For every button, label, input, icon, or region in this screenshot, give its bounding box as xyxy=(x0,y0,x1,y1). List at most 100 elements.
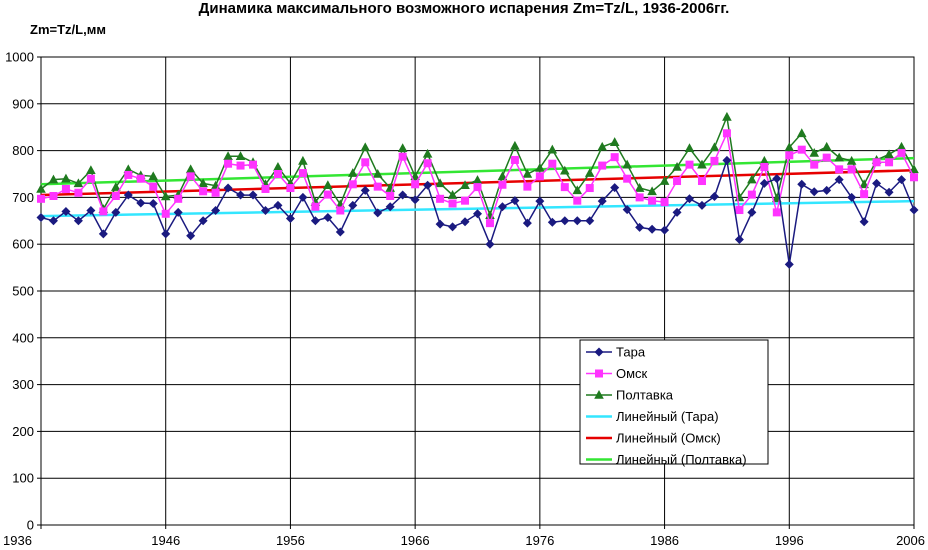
data-point xyxy=(622,159,632,169)
data-point xyxy=(834,175,844,185)
data-point xyxy=(547,217,557,227)
y-tick-label: 600 xyxy=(12,237,34,252)
data-point xyxy=(595,369,603,378)
y-tick-label: 800 xyxy=(12,143,34,158)
data-point xyxy=(485,219,494,228)
data-point xyxy=(248,190,258,200)
data-point xyxy=(74,188,83,197)
data-point xyxy=(660,198,669,207)
legend-box xyxy=(579,339,769,465)
data-point xyxy=(796,128,807,138)
data-point xyxy=(211,188,220,197)
data-point xyxy=(709,191,719,201)
data-point xyxy=(124,170,133,179)
data-point xyxy=(385,202,395,212)
data-point xyxy=(224,159,233,168)
y-tick-label: 300 xyxy=(12,377,34,392)
x-tick-label: 1996 xyxy=(775,533,804,548)
data-point xyxy=(884,187,894,197)
data-point xyxy=(373,182,382,191)
data-point xyxy=(672,161,682,171)
data-point xyxy=(622,205,632,215)
data-point xyxy=(648,196,657,205)
data-point xyxy=(186,172,195,181)
data-point xyxy=(560,165,570,175)
data-point xyxy=(623,174,632,183)
data-point xyxy=(273,161,283,171)
data-point xyxy=(249,160,258,169)
legend-label: Линейный (Тара) xyxy=(616,409,719,424)
data-point xyxy=(235,151,246,161)
data-point xyxy=(810,160,819,169)
data-point xyxy=(598,161,607,170)
x-tick-label: 2006 xyxy=(896,533,925,548)
data-point xyxy=(747,207,757,217)
data-point xyxy=(872,178,882,188)
data-point xyxy=(497,202,507,212)
data-point xyxy=(822,153,831,162)
data-point xyxy=(435,219,445,229)
data-point xyxy=(148,171,159,181)
data-point xyxy=(48,174,59,184)
data-point xyxy=(672,207,682,217)
grid-lines xyxy=(41,56,914,526)
data-point xyxy=(710,156,719,165)
data-point xyxy=(298,169,307,178)
data-point xyxy=(448,222,458,232)
data-point xyxy=(49,191,58,200)
legend-label: Линейный (Полтавка) xyxy=(616,452,747,467)
data-point xyxy=(735,206,744,215)
y-tick-label: 1000 xyxy=(5,50,34,65)
data-point xyxy=(594,390,604,399)
legend-label: Омск xyxy=(616,366,648,381)
data-point xyxy=(885,158,894,167)
x-tick-label: 1956 xyxy=(276,533,305,548)
data-point xyxy=(697,159,707,169)
data-point xyxy=(448,199,457,208)
data-point xyxy=(859,179,869,189)
data-point xyxy=(199,187,208,196)
data-point xyxy=(36,183,46,193)
data-point xyxy=(610,183,620,193)
legend-label: Полтавка xyxy=(616,388,674,403)
series-group xyxy=(36,155,919,269)
data-point xyxy=(273,200,283,210)
data-point xyxy=(136,198,146,208)
data-point xyxy=(360,142,371,152)
data-point xyxy=(784,259,794,269)
trendline xyxy=(40,199,915,218)
data-point xyxy=(86,206,96,216)
data-point xyxy=(261,184,270,193)
data-point xyxy=(86,165,96,175)
data-point xyxy=(347,168,358,177)
y-tick-label: 400 xyxy=(12,330,34,345)
data-point xyxy=(535,172,544,181)
axis-ticks: 0 100 200 300 400 500 600 700 800 900 1000 1936 1946… xyxy=(3,50,925,549)
data-point xyxy=(223,151,233,161)
data-point xyxy=(523,182,532,191)
data-point xyxy=(111,191,120,200)
data-point xyxy=(37,194,45,203)
data-point xyxy=(460,180,470,190)
data-point xyxy=(510,140,520,150)
data-point xyxy=(846,155,857,165)
data-point xyxy=(859,217,869,227)
y-tick-label: 900 xyxy=(12,96,34,111)
data-point xyxy=(111,182,121,191)
data-point xyxy=(298,155,308,165)
data-point xyxy=(684,143,695,153)
y-axis-label: Zm=Tz/L,мм xyxy=(30,22,106,37)
data-point xyxy=(594,347,604,357)
data-point xyxy=(860,190,869,199)
data-point xyxy=(273,170,282,178)
data-point xyxy=(447,190,458,199)
data-point xyxy=(423,180,433,190)
data-point xyxy=(821,141,832,151)
data-point xyxy=(785,151,794,160)
data-point xyxy=(36,213,46,223)
data-point xyxy=(910,173,918,182)
data-point xyxy=(211,206,221,216)
data-point xyxy=(323,213,333,223)
data-point xyxy=(548,159,557,168)
